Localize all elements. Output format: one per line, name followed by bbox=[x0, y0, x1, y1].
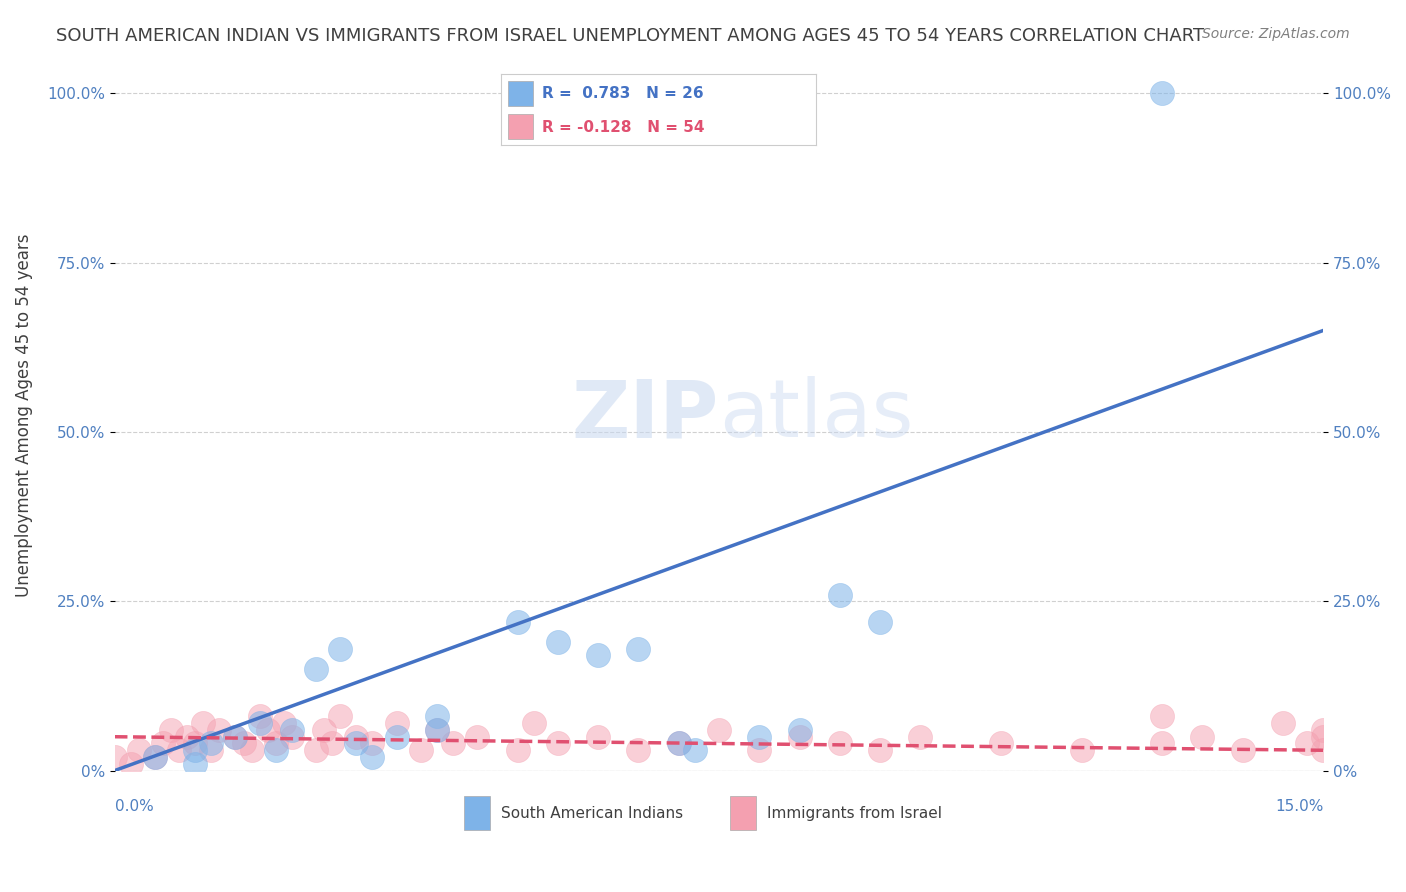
Point bbox=[143, 750, 166, 764]
Point bbox=[314, 723, 336, 737]
Point bbox=[1232, 743, 1254, 757]
Point bbox=[361, 750, 384, 764]
Point bbox=[361, 737, 384, 751]
Point bbox=[281, 730, 304, 744]
Point bbox=[305, 743, 328, 757]
Point bbox=[523, 716, 546, 731]
Text: atlas: atlas bbox=[718, 376, 914, 454]
Point bbox=[506, 615, 529, 629]
Point bbox=[200, 743, 222, 757]
Y-axis label: Unemployment Among Ages 45 to 54 years: Unemployment Among Ages 45 to 54 years bbox=[15, 234, 32, 597]
Point bbox=[748, 743, 770, 757]
Text: 0.0%: 0.0% bbox=[115, 799, 153, 814]
Point bbox=[344, 730, 367, 744]
Point bbox=[707, 723, 730, 737]
Point bbox=[184, 756, 207, 771]
Point bbox=[305, 662, 328, 676]
Point bbox=[1296, 737, 1319, 751]
Point bbox=[385, 716, 408, 731]
Point bbox=[547, 737, 569, 751]
Point bbox=[1191, 730, 1213, 744]
Point bbox=[869, 743, 891, 757]
Point bbox=[208, 723, 231, 737]
Point bbox=[344, 737, 367, 751]
Text: Source: ZipAtlas.com: Source: ZipAtlas.com bbox=[1202, 27, 1350, 41]
Point bbox=[329, 709, 352, 723]
Point bbox=[1312, 743, 1334, 757]
Point bbox=[184, 743, 207, 757]
Point bbox=[426, 723, 449, 737]
Text: 15.0%: 15.0% bbox=[1275, 799, 1323, 814]
Point bbox=[273, 716, 295, 731]
Point bbox=[465, 730, 488, 744]
Point bbox=[1272, 716, 1295, 731]
Point bbox=[104, 750, 127, 764]
Point bbox=[547, 635, 569, 649]
Point bbox=[668, 737, 690, 751]
Point bbox=[1152, 737, 1174, 751]
Point bbox=[224, 730, 246, 744]
Point bbox=[1070, 743, 1092, 757]
Point bbox=[409, 743, 432, 757]
Point bbox=[249, 716, 271, 731]
Point bbox=[441, 737, 464, 751]
Point bbox=[240, 743, 263, 757]
Point bbox=[176, 730, 198, 744]
Point bbox=[990, 737, 1012, 751]
Point bbox=[748, 730, 770, 744]
Point bbox=[264, 743, 287, 757]
Point bbox=[828, 588, 851, 602]
Point bbox=[506, 743, 529, 757]
Point bbox=[264, 737, 287, 751]
Point bbox=[627, 641, 650, 656]
Point bbox=[329, 641, 352, 656]
Point bbox=[152, 737, 174, 751]
Point bbox=[869, 615, 891, 629]
Point bbox=[828, 737, 851, 751]
Point bbox=[789, 730, 811, 744]
Point bbox=[1312, 723, 1334, 737]
Point bbox=[184, 737, 207, 751]
Point bbox=[224, 730, 246, 744]
Point bbox=[1312, 730, 1334, 744]
Point bbox=[426, 723, 449, 737]
Point bbox=[1152, 709, 1174, 723]
Point bbox=[167, 743, 190, 757]
Point bbox=[232, 737, 254, 751]
Point bbox=[120, 756, 142, 771]
Point bbox=[789, 723, 811, 737]
Text: ZIP: ZIP bbox=[572, 376, 718, 454]
Point bbox=[668, 737, 690, 751]
Point bbox=[143, 750, 166, 764]
Point bbox=[586, 648, 609, 663]
Point bbox=[249, 709, 271, 723]
Point bbox=[128, 743, 150, 757]
Point bbox=[683, 743, 706, 757]
Point bbox=[586, 730, 609, 744]
Point bbox=[256, 723, 278, 737]
Point bbox=[910, 730, 932, 744]
Point bbox=[321, 737, 343, 751]
Text: SOUTH AMERICAN INDIAN VS IMMIGRANTS FROM ISRAEL UNEMPLOYMENT AMONG AGES 45 TO 54: SOUTH AMERICAN INDIAN VS IMMIGRANTS FROM… bbox=[56, 27, 1205, 45]
Point bbox=[200, 737, 222, 751]
Point bbox=[160, 723, 183, 737]
Point bbox=[281, 723, 304, 737]
Point bbox=[385, 730, 408, 744]
Point bbox=[1152, 87, 1174, 101]
Point bbox=[627, 743, 650, 757]
Point bbox=[426, 709, 449, 723]
Point bbox=[193, 716, 215, 731]
